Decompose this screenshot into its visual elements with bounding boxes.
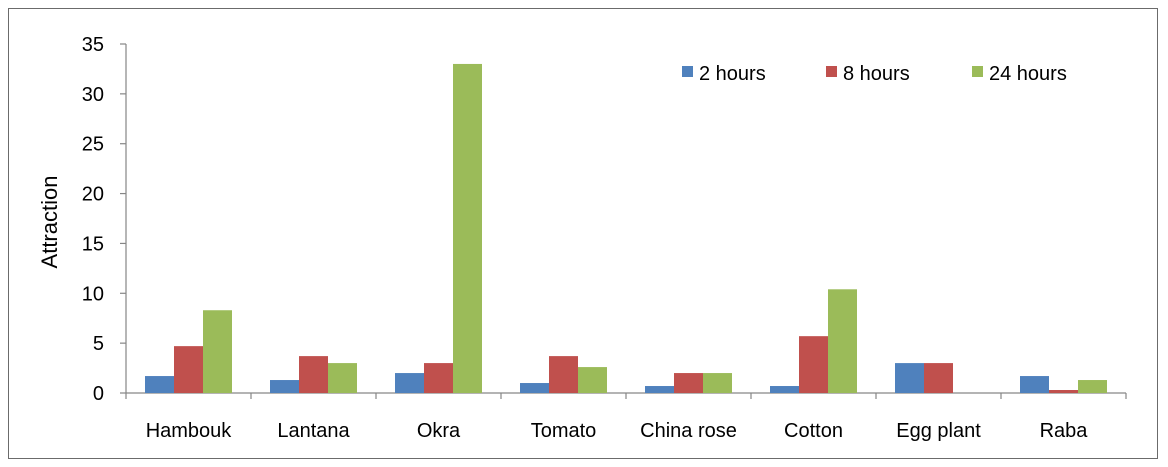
x-tick-label: Hambouk — [146, 420, 233, 442]
bar — [299, 356, 328, 393]
bar — [703, 373, 732, 393]
bar — [828, 289, 857, 393]
bar — [174, 346, 203, 393]
bar — [924, 363, 953, 393]
legend-swatch — [682, 66, 693, 77]
bar — [1049, 390, 1078, 393]
bar — [895, 363, 924, 393]
legend-label: 24 hours — [989, 63, 1067, 85]
x-tick-label: Egg plant — [896, 420, 981, 442]
bar — [145, 376, 174, 393]
x-tick-label: Lantana — [277, 420, 350, 442]
legend-swatch — [826, 66, 837, 77]
bar — [549, 356, 578, 393]
legend-label: 8 hours — [843, 63, 910, 85]
bar — [645, 386, 674, 393]
x-axis: Hambouk Lantana Okra Tomato China rose Cotton… — [125, 392, 1127, 442]
legend-label: 2 hours — [699, 63, 766, 85]
bar — [395, 373, 424, 393]
bars — [145, 63, 1107, 393]
bar — [770, 386, 799, 393]
bar — [424, 363, 453, 393]
y-tick-label: 25 — [82, 134, 104, 156]
y-tick-label: 30 — [82, 84, 104, 106]
bar — [799, 336, 828, 393]
bar — [328, 363, 357, 393]
y-tick-label: 15 — [82, 233, 104, 255]
bar — [1020, 376, 1049, 393]
y-tick-label: 35 — [82, 34, 104, 56]
y-tick-label: 0 — [93, 383, 104, 405]
y-tick-label: 5 — [93, 333, 104, 355]
bar — [203, 310, 232, 393]
x-tick-label: Raba — [1040, 420, 1089, 442]
x-tick-label: China rose — [640, 420, 737, 442]
bar — [453, 63, 482, 393]
bar — [674, 373, 703, 393]
y-tick-label: 20 — [82, 184, 104, 206]
bar — [520, 383, 549, 393]
y-axis-title: Attraction — [37, 176, 62, 269]
x-tick-label: Cotton — [784, 420, 843, 442]
legend: 2 hours 8 hours 24 hours — [682, 63, 1067, 85]
y-tick-label: 10 — [82, 283, 104, 305]
x-tick-label: Okra — [417, 420, 461, 442]
bar — [578, 367, 607, 393]
x-tick-label: Tomato — [531, 420, 597, 442]
legend-swatch — [972, 66, 983, 77]
bar — [270, 380, 299, 393]
y-axis: 0 5 10 15 20 25 30 35 — [82, 34, 127, 405]
bar — [1078, 380, 1107, 393]
